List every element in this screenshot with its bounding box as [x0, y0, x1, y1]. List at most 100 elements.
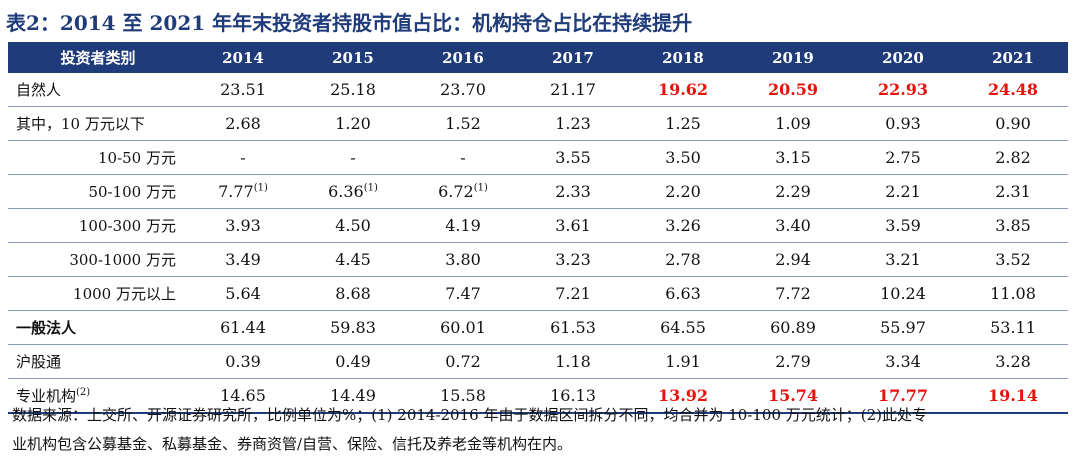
value-cell: 2.31	[958, 174, 1068, 209]
cell-value: 15.58	[440, 386, 486, 405]
value-cell: -	[298, 140, 408, 175]
row-label-text: 自然人	[16, 81, 62, 99]
cell-value: 3.80	[445, 250, 481, 269]
table-body: 自然人 23.51 25.18 23.70 21.17 19.62 20.59 22.93 24…	[8, 73, 1068, 414]
cell-value: 2.20	[665, 182, 701, 201]
cell-value: 53.11	[990, 318, 1036, 337]
cell-value: 3.61	[555, 216, 591, 235]
cell-value: 3.49	[225, 250, 261, 269]
value-cell: 21.17	[518, 73, 628, 107]
cell-value: 2.21	[885, 182, 921, 201]
cell-value: 15.74	[767, 386, 819, 405]
value-cell: 60.01	[408, 310, 518, 345]
value-cell: 7.47	[408, 276, 518, 311]
row-label-text: 100-300 万元	[78, 217, 176, 235]
value-cell: 22.93	[848, 73, 958, 107]
value-cell: -	[408, 140, 518, 175]
value-cell: 16.13	[518, 378, 628, 414]
row-label-text: 沪股通	[16, 353, 62, 371]
value-cell: 3.26	[628, 208, 738, 243]
cell-value: 2.79	[775, 352, 811, 371]
row-label: 100-300 万元	[8, 208, 188, 243]
cell-value: 2.94	[775, 250, 811, 269]
value-cell: 3.50	[628, 140, 738, 175]
cell-value: 0.39	[225, 352, 261, 371]
value-cell: 1.09	[738, 106, 848, 141]
row-label: 专业机构(2)	[8, 378, 188, 414]
footnote-marker: (1)	[253, 182, 268, 194]
cell-value: 19.14	[987, 386, 1039, 405]
cell-value: 1.52	[445, 114, 481, 133]
value-cell: 61.53	[518, 310, 628, 345]
cell-value: 3.55	[555, 148, 591, 167]
value-cell: 0.49	[298, 344, 408, 379]
cell-value: 7.21	[555, 284, 591, 303]
row-label: 10-50 万元	[8, 140, 188, 175]
value-cell: 3.55	[518, 140, 628, 175]
value-cell: 7.77(1)	[188, 174, 298, 209]
cell-value: 7.47	[445, 284, 481, 303]
cell-value: 22.93	[877, 80, 929, 99]
cell-value: 1.20	[335, 114, 371, 133]
value-cell: 1.25	[628, 106, 738, 141]
header-year: 2016	[442, 48, 484, 67]
value-cell: 20.59	[738, 73, 848, 107]
value-cell: 2.21	[848, 174, 958, 209]
cell-value: 60.89	[770, 318, 816, 337]
cell-value: 7.72	[775, 284, 811, 303]
cell-value: 19.62	[657, 80, 709, 99]
cell-value: 7.77	[218, 182, 254, 201]
value-cell: 0.93	[848, 106, 958, 141]
row-label: 其中，10 万元以下	[8, 106, 188, 141]
cell-value: 3.15	[775, 148, 811, 167]
value-cell: 7.21	[518, 276, 628, 311]
cell-value: 1.91	[665, 352, 701, 371]
value-cell: 2.94	[738, 242, 848, 277]
value-cell: 17.77	[848, 378, 958, 414]
row-label: 1000 万元以上	[8, 276, 188, 311]
value-cell: 3.61	[518, 208, 628, 243]
cell-value: -	[240, 148, 246, 167]
value-cell: 0.90	[958, 106, 1068, 141]
value-cell: 53.11	[958, 310, 1068, 345]
cell-value: 3.21	[885, 250, 921, 269]
row-label: 自然人	[8, 73, 188, 107]
value-cell: 3.49	[188, 242, 298, 277]
value-cell: 3.59	[848, 208, 958, 243]
footnote-marker: (2)	[76, 387, 91, 398]
value-cell: 60.89	[738, 310, 848, 345]
cell-value: 3.26	[665, 216, 701, 235]
value-cell: 4.50	[298, 208, 408, 243]
table-row: 自然人 23.51 25.18 23.70 21.17 19.62 20.59 22.93 24…	[8, 73, 1068, 107]
cell-value: 11.08	[990, 284, 1036, 303]
cell-value: 2.68	[225, 114, 261, 133]
table-row: 50-100 万元 7.77(1) 6.36(1) 6.72(1) 2.33 2.20 2.…	[8, 174, 1068, 209]
value-cell: 10.24	[848, 276, 958, 311]
footnote-line: 数据来源：上交所、开源证券研究所，比例单位为%；(1) 2014-2016 年由…	[12, 406, 928, 424]
value-cell: 14.65	[188, 378, 298, 414]
value-cell: 24.48	[958, 73, 1068, 107]
cell-value: 2.29	[775, 182, 811, 201]
value-cell: 25.18	[298, 73, 408, 107]
cell-value: 23.70	[440, 80, 486, 99]
value-cell: 8.68	[298, 276, 408, 311]
cell-value: -	[350, 148, 356, 167]
cell-value: 23.51	[220, 80, 266, 99]
cell-value: 6.63	[665, 284, 701, 303]
cell-value: 2.31	[995, 182, 1031, 201]
cell-value: 59.83	[330, 318, 376, 337]
value-cell: 5.64	[188, 276, 298, 311]
value-cell: 3.80	[408, 242, 518, 277]
table-row: 100-300 万元 3.93 4.50 4.19 3.61 3.26 3.40 3.59 3.…	[8, 208, 1068, 243]
cell-value: 61.53	[550, 318, 596, 337]
value-cell: 2.79	[738, 344, 848, 379]
header-year: 2020	[882, 48, 924, 67]
value-cell: 3.52	[958, 242, 1068, 277]
value-cell: 3.40	[738, 208, 848, 243]
value-cell: 2.29	[738, 174, 848, 209]
row-label-text: 50-100 万元	[88, 183, 176, 201]
value-cell: 2.75	[848, 140, 958, 175]
cell-value: 0.49	[335, 352, 371, 371]
value-cell: 64.55	[628, 310, 738, 345]
